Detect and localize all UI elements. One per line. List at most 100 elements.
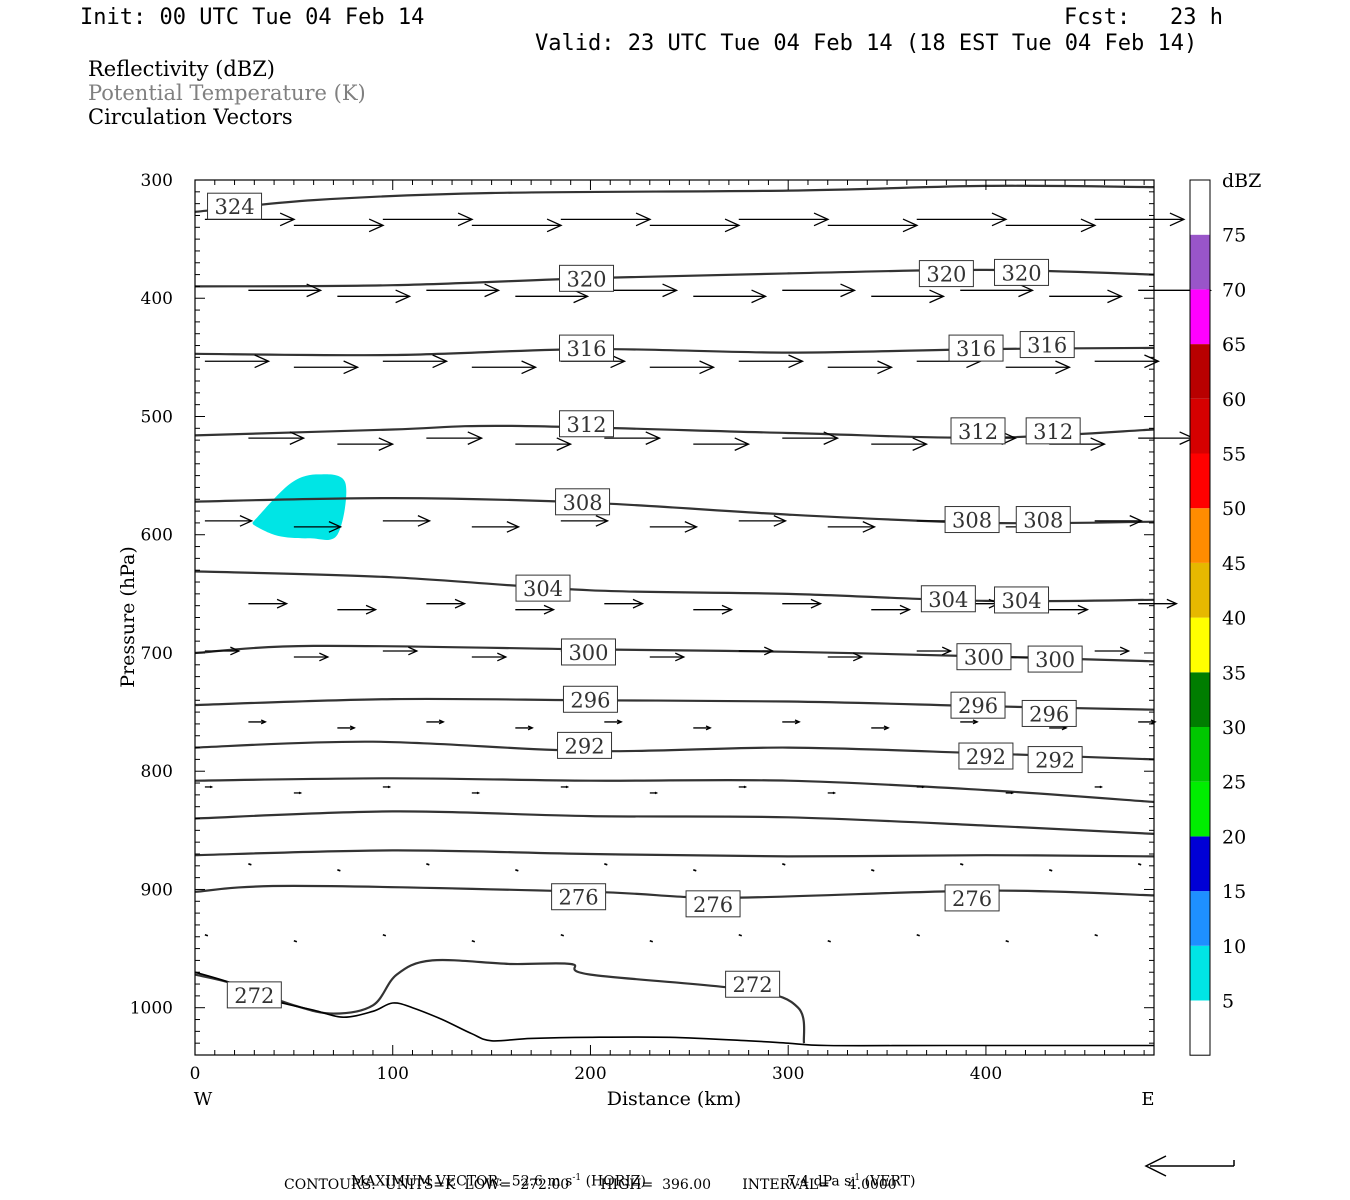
circulation-vector — [1094, 785, 1104, 789]
circulation-vector — [738, 646, 775, 656]
contour-label: 296 — [562, 685, 618, 713]
contour-label: 304 — [920, 585, 976, 613]
vector-dot — [337, 869, 341, 872]
vector-head — [230, 646, 241, 656]
circulation-vector — [1005, 939, 1009, 943]
vector-head — [1107, 289, 1124, 304]
circulation-vector — [604, 283, 679, 298]
valid-time: Valid: 23 UTC Tue 04 Feb 14 (18 EST Tue … — [535, 31, 1198, 56]
contour-label-box — [515, 574, 571, 602]
vector-dot — [560, 933, 565, 937]
colorbar-swatch — [1190, 289, 1210, 345]
contour-label-box — [725, 970, 781, 998]
circulation-vector — [1138, 431, 1196, 445]
theta-contour-276 — [194, 884, 1155, 899]
vector-head — [328, 521, 343, 533]
circulation-vector — [560, 515, 610, 527]
vector-head — [1055, 360, 1072, 375]
colorbar-swatch — [1190, 727, 1210, 782]
circulation-vector — [782, 863, 786, 866]
circulation-vector — [382, 933, 387, 937]
vector-head — [616, 719, 623, 725]
vector-dot — [382, 933, 387, 937]
contour-label-text: 292 — [564, 734, 604, 758]
vector-head — [378, 437, 395, 451]
vector-head — [743, 785, 748, 789]
vector-dot — [916, 933, 920, 937]
circulation-vector — [604, 598, 645, 609]
contour-label-box — [950, 417, 1006, 445]
circulation-vector — [827, 791, 837, 795]
vector-head — [921, 785, 926, 789]
contour-label-box — [950, 691, 1006, 719]
circulation-vector — [471, 939, 476, 943]
colorbar-tick-label: 10 — [1222, 936, 1246, 958]
contour-label: 276 — [551, 883, 607, 911]
vector-head — [1099, 785, 1104, 789]
vector-head — [595, 515, 610, 527]
theta-contour-316 — [194, 346, 1155, 357]
circulation-vector — [471, 218, 563, 233]
colorbar-tick-label: 55 — [1222, 444, 1246, 466]
vector-head — [899, 604, 912, 615]
max-vector-horiz: 52.6 m s — [511, 1173, 573, 1190]
theta-contour-304 — [194, 570, 1155, 603]
vector-head — [1129, 515, 1144, 527]
vector-dot — [738, 933, 743, 937]
circulation-vector — [738, 515, 788, 527]
vector-head — [279, 212, 296, 227]
contour-label-text: 304 — [1001, 589, 1041, 613]
circulation-vector — [1005, 791, 1015, 795]
circulation-vector — [1094, 933, 1098, 937]
contour-label: 300 — [560, 638, 616, 666]
vector-head — [662, 283, 679, 298]
vector-head — [1090, 437, 1107, 451]
horiz-unit: (HORIZ) — [585, 1173, 646, 1190]
contour-label: 276 — [685, 890, 741, 918]
vector-head — [675, 652, 686, 662]
colorbar-tick-label: 60 — [1222, 389, 1246, 411]
vector-head — [260, 719, 267, 725]
contour-label-text: 316 — [1027, 334, 1067, 358]
circulation-vector — [426, 598, 467, 609]
vector-head — [632, 598, 645, 609]
vector-head — [699, 360, 716, 375]
circulation-vector — [248, 431, 306, 445]
theta-contour-284 — [194, 810, 1155, 835]
y-tick-label: 400 — [141, 289, 173, 309]
colorbar-swatch — [1190, 945, 1210, 1001]
circulation-vector — [1138, 719, 1157, 725]
vector-head — [417, 515, 432, 527]
max-vector-label: MAXIMUM VECTOR: — [350, 1173, 503, 1190]
circulation-vector — [649, 521, 699, 533]
east-label: E — [1141, 1089, 1154, 1110]
circulation-vector — [693, 869, 697, 872]
vector-dot — [471, 939, 476, 943]
circulation-vector — [248, 863, 252, 866]
circulation-vector — [293, 218, 385, 233]
vector-dot — [293, 939, 298, 943]
vert-unit: (VERT) — [864, 1173, 916, 1190]
circulation-vector — [515, 289, 590, 304]
vector-head — [368, 218, 385, 233]
contour-label-text: 296 — [1029, 702, 1069, 726]
vector-dot — [1005, 939, 1009, 943]
contour-label: 308 — [555, 488, 611, 516]
circulation-vector — [426, 431, 484, 445]
vector-head — [972, 719, 979, 725]
vector-head — [289, 431, 306, 445]
circulation-vector — [293, 791, 303, 795]
colorbar-tick-label: 70 — [1222, 279, 1246, 301]
circulation-vector — [649, 939, 654, 943]
vector-head — [813, 212, 830, 227]
contour-label-text: 296 — [958, 694, 998, 718]
circulation-vector — [959, 863, 964, 866]
vector-head — [788, 354, 805, 369]
circulation-vector — [426, 863, 430, 866]
vector-head — [941, 646, 953, 656]
vector-head — [1018, 283, 1035, 298]
colorbar-tick-label: 15 — [1222, 881, 1246, 903]
contour-label-text: 312 — [1033, 420, 1073, 444]
contour-label: 296 — [1021, 699, 1077, 727]
contour-label: 300 — [1027, 645, 1083, 673]
